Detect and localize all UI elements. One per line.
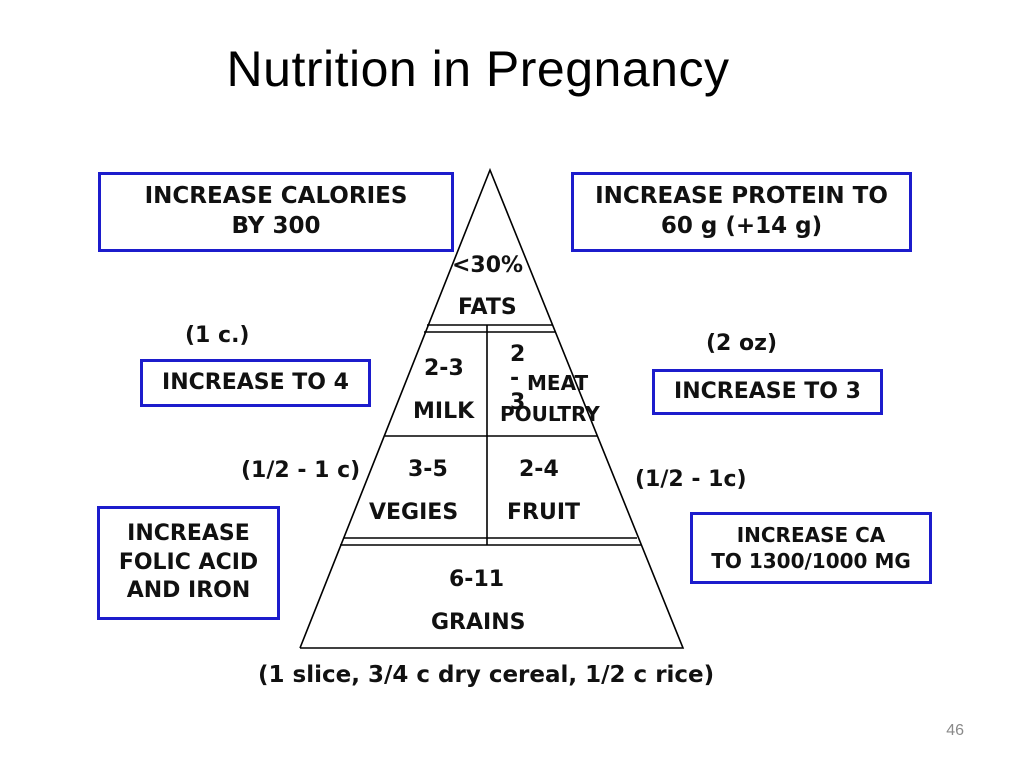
calcium-line-2: TO 1300/1000 MG [711, 549, 911, 573]
grains-amount: 6-11 [449, 567, 505, 592]
folic-line-3: AND IRON [126, 578, 251, 604]
milk-increase-box: INCREASE TO 4 [140, 359, 371, 407]
protein-box: INCREASE PROTEIN TO 60 g (+14 g) [571, 172, 912, 252]
calories-line-2: BY 300 [231, 213, 321, 239]
vegies-serving-note: (1/2 - 1 c) [241, 458, 361, 483]
fats-label: FATS [458, 295, 517, 320]
vegies-label: VEGIES [369, 500, 459, 525]
folic-line-2: FOLIC ACID [118, 549, 259, 575]
calcium-line-1: INCREASE CA [736, 523, 886, 547]
calories-line-1: INCREASE CALORIES [144, 183, 408, 210]
slide-title: Nutrition in Pregnancy [226, 41, 730, 97]
vegies-amount: 3-5 [408, 457, 448, 482]
fruit-label: FRUIT [507, 500, 581, 525]
meat-amount: 2-3 [510, 342, 526, 416]
folic-acid-box: INCREASE FOLIC ACID AND IRON [97, 506, 280, 620]
milk-amount: 2-3 [424, 356, 464, 381]
fruit-amount: 2-4 [519, 457, 559, 482]
poultry-label: POULTRY [500, 402, 600, 426]
calories-box: INCREASE CALORIES BY 300 [98, 172, 454, 252]
grains-label: GRAINS [431, 610, 526, 635]
fats-amount: <30% [452, 253, 524, 278]
pyramid-outline [299, 167, 685, 649]
calcium-box: INCREASE CA TO 1300/1000 MG [690, 512, 932, 584]
meat-label: MEAT [527, 371, 589, 395]
protein-line-2: 60 g (+14 g) [660, 213, 823, 239]
meat-serving-note: (2 oz) [706, 331, 777, 356]
milk-increase-text: INCREASE TO 4 [162, 369, 349, 395]
fruit-serving-note: (1/2 - 1c) [635, 467, 747, 492]
grains-serving-note: (1 slice, 3/4 c dry cereal, 1/2 c rice) [258, 662, 715, 688]
meat-increase-box: INCREASE TO 3 [652, 369, 883, 415]
folic-line-1: INCREASE [127, 521, 250, 547]
milk-serving-note: (1 c.) [185, 323, 250, 348]
milk-label: MILK [413, 399, 475, 424]
protein-line-1: INCREASE PROTEIN TO [595, 183, 888, 210]
page-number: 46 [946, 722, 964, 739]
meat-increase-text: INCREASE TO 3 [674, 378, 861, 404]
